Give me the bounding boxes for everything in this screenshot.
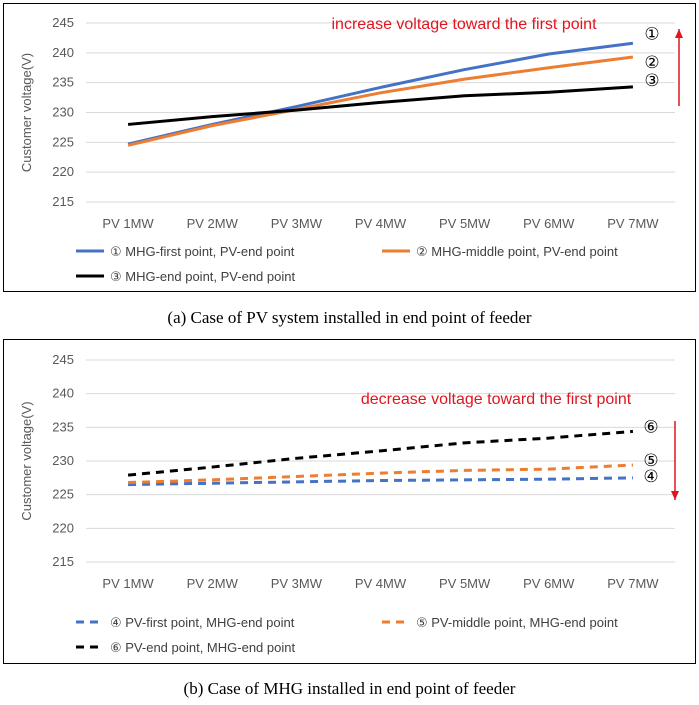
- x-tick-label: PV 1MW: [102, 216, 154, 231]
- x-tick-label: PV 7MW: [607, 216, 659, 231]
- y-tick-label: 240: [52, 386, 74, 401]
- x-tick-label: PV 1MW: [102, 576, 154, 591]
- series-line-2: [127, 55, 634, 147]
- x-tick-label: PV 7MW: [607, 576, 659, 591]
- x-tick-label: PV 5MW: [439, 216, 491, 231]
- y-tick-label: 215: [52, 194, 74, 209]
- chart-panel-b: 215 220 225 230 235 240 245 Customer voltage(V)…: [3, 339, 696, 664]
- y-tick-label: 230: [52, 105, 74, 120]
- x-tick-label: PV 2MW: [187, 576, 239, 591]
- trend-arrow-head: [671, 491, 679, 500]
- y-tick-label: 235: [52, 419, 74, 434]
- x-tick-label: PV 5MW: [439, 576, 491, 591]
- legend-label: ④ PV-first point, MHG-end point: [110, 615, 295, 630]
- series-end-marker: ④: [643, 467, 658, 486]
- x-tick-label: PV 4MW: [355, 216, 407, 231]
- series-end-marker: ⑥: [643, 417, 658, 436]
- y-tick-label: 235: [52, 75, 74, 90]
- legend-label: ② MHG-middle point, PV-end point: [416, 244, 618, 259]
- series-end-marker: ③: [644, 71, 659, 90]
- x-tick-label: PV 3MW: [271, 216, 323, 231]
- chart-panel-a: 215 220 225 230 235 240 245 Customer voltage(V)…: [3, 3, 696, 292]
- y-tick-label: 220: [52, 164, 74, 179]
- legend-label: ⑤ PV-middle point, MHG-end point: [416, 615, 618, 630]
- y-tick-label: 225: [52, 487, 74, 502]
- annotation-text: decrease voltage toward the first point: [361, 391, 632, 408]
- trend-arrow-head: [675, 29, 683, 38]
- chart-b-svg: 215 220 225 230 235 240 245 Customer voltage(V)…: [19, 352, 679, 655]
- legend-label: ⑥ PV-end point, MHG-end point: [110, 640, 295, 655]
- series-line-3: [127, 85, 634, 126]
- y-tick-label: 240: [52, 45, 74, 60]
- y-tick-label: 245: [52, 352, 74, 367]
- x-tick-label: PV 6MW: [523, 576, 575, 591]
- series-end-marker: ⑤: [643, 451, 658, 470]
- x-tick-label: PV 6MW: [523, 216, 575, 231]
- legend-label: ① MHG-first point, PV-end point: [110, 244, 295, 259]
- series-end-marker: ②: [644, 53, 659, 72]
- x-tick-label: PV 4MW: [355, 576, 407, 591]
- series-line-3: [127, 429, 634, 477]
- caption-b: (b) Case of MHG installed in end point o…: [183, 679, 516, 698]
- y-tick-label: 220: [52, 520, 74, 535]
- x-tick-label: PV 3MW: [271, 576, 323, 591]
- annotation-text: increase voltage toward the first point: [331, 16, 597, 33]
- series-line-1: [128, 476, 633, 487]
- legend-label: ③ MHG-end point, PV-end point: [110, 269, 295, 284]
- y-tick-label: 225: [52, 134, 74, 149]
- y-tick-label: 245: [52, 15, 74, 30]
- y-axis-label: Customer voltage(V): [19, 53, 34, 172]
- y-tick-label: 215: [52, 554, 74, 569]
- y-axis-label: Customer voltage(V): [19, 401, 34, 520]
- series-end-marker: ①: [644, 24, 659, 43]
- x-tick-label: PV 2MW: [187, 216, 239, 231]
- chart-a-svg: 215 220 225 230 235 240 245 Customer voltage(V)…: [19, 15, 683, 284]
- caption-a: (a) Case of PV system installed in end p…: [167, 308, 532, 327]
- series-line-2: [128, 463, 634, 485]
- y-tick-label: 230: [52, 453, 74, 468]
